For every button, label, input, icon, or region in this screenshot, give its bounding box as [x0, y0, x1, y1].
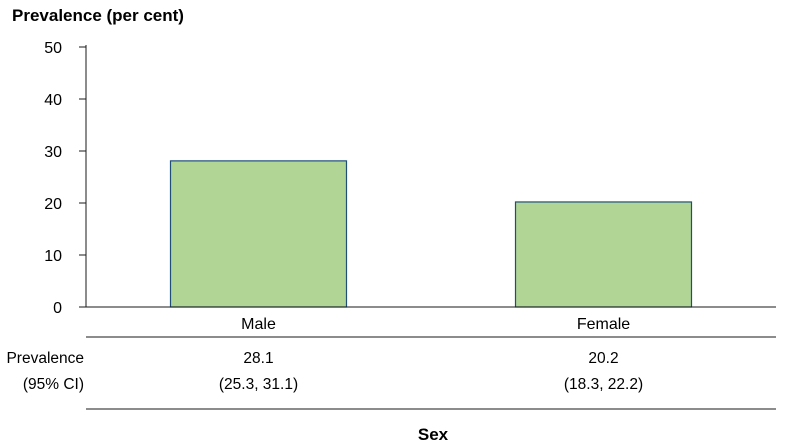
table-ci-value: (25.3, 31.1): [219, 376, 298, 393]
y-tick-label: 50: [44, 40, 62, 57]
category-labels: Male Female: [241, 316, 630, 333]
table-row-label-ci: (95% CI): [23, 376, 84, 393]
bar-male: [169, 160, 348, 308]
bar-female: [514, 201, 693, 308]
y-tick-label: 0: [53, 300, 62, 317]
y-tick-label: 20: [44, 196, 62, 213]
table-prevalence-value: 28.1: [243, 350, 273, 367]
category-label-male: Male: [241, 316, 276, 333]
table-cells: 28.1 (25.3, 31.1) 20.2 (18.3, 22.2): [219, 350, 643, 393]
table-ci-value: (18.3, 22.2): [564, 376, 643, 393]
category-label-female: Female: [577, 316, 630, 333]
y-tick-label: 30: [44, 144, 62, 161]
y-tick-label: 10: [44, 248, 62, 265]
bars: [169, 160, 693, 308]
y-axis-title: Prevalence (per cent): [12, 6, 184, 25]
table-prevalence-value: 20.2: [588, 350, 618, 367]
y-axis-ticks: 0 10 20 30 40 50: [44, 40, 86, 317]
x-axis-title: Sex: [418, 425, 449, 444]
table-row-label-prevalence: Prevalence: [6, 350, 84, 367]
y-tick-label: 40: [44, 92, 62, 109]
